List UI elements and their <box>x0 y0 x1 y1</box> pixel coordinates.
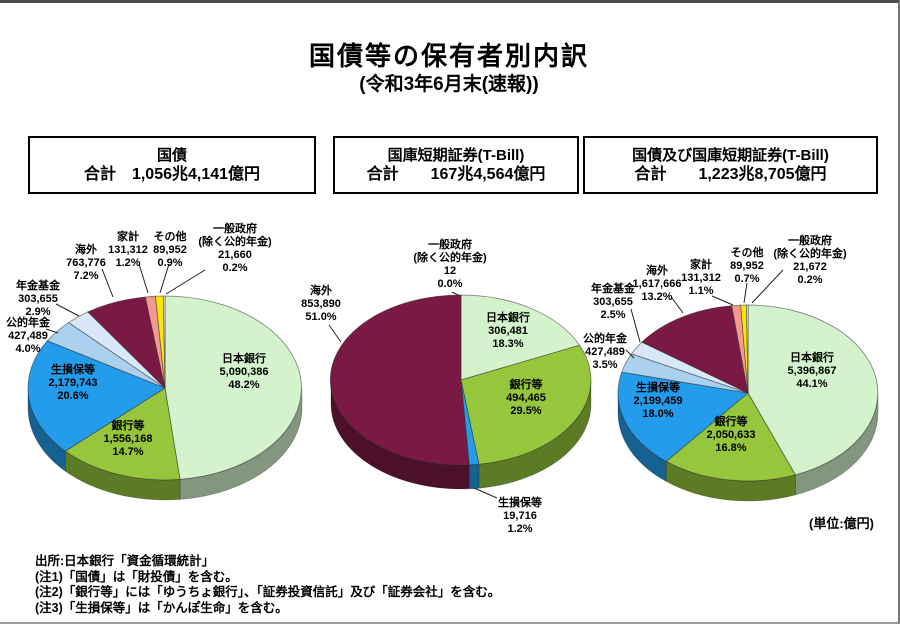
pie2-leader-line <box>473 487 498 499</box>
pie3-leader-line <box>671 297 684 314</box>
pie2-leader-line <box>451 291 461 297</box>
pie2-leader-line <box>328 324 342 343</box>
summary-box-tbill-title: 国庫短期証券(T-Bill) <box>387 146 525 164</box>
pie2-slice-0 <box>460 294 581 381</box>
pie1-leader-line <box>138 263 149 294</box>
summary-box-jgb-total: 合計 1,056兆4,141億円 <box>83 165 261 183</box>
pie1-slice-0 <box>164 295 302 480</box>
pie1-leader-line <box>159 263 170 294</box>
footnote-3: (注3)「生損保等」は「かんぽ生命」を含む。 <box>35 600 288 615</box>
pie3-slice-5 <box>641 305 749 394</box>
pie1-slice-1 <box>64 387 181 481</box>
pie3-leader-line <box>711 295 734 306</box>
page-subtitle: (令和3年6月末(速報)) <box>359 74 539 95</box>
pie1-leader-line <box>55 303 80 317</box>
pie3-slice-8 <box>745 304 749 394</box>
pie1-leader-line <box>165 269 206 295</box>
pie1-slice-2 <box>27 340 166 452</box>
pie2-slice-3 <box>329 294 470 466</box>
pie2-slice-1 <box>460 344 592 465</box>
summary-box-jgb-and-tbill: 国債及び国庫短期証券(T-Bill) 合計 1,223兆8,705億円 <box>583 136 878 194</box>
pie1-slice-8 <box>162 295 166 389</box>
summary-box-tbill: 国庫短期証券(T-Bill) 合計 167兆4,564億円 <box>333 136 579 194</box>
pie3-slice-1 <box>665 392 797 482</box>
pie-charts-canvas <box>27 263 879 502</box>
summary-box-jgb-and-tbill-total: 合計 1,223兆8,705億円 <box>634 165 827 183</box>
pie1-leader-line <box>101 268 114 298</box>
pie3-leader-line <box>625 349 635 359</box>
footnote-1: (注1)「国債」は「財投債」を含む。 <box>35 569 238 584</box>
summary-box-jgb-and-tbill-title: 国債及び国庫短期証券(T-Bill) <box>632 146 829 164</box>
pie3-leader-line <box>751 269 784 304</box>
pie3-leader-line <box>743 282 748 304</box>
pie3-leader-line <box>630 308 641 343</box>
pie3-slice-0 <box>747 304 879 476</box>
pie3-slice-2 <box>617 371 749 462</box>
summary-box-tbill-total: 合計 167兆4,564億円 <box>366 165 546 183</box>
source-note: 出所:日本銀行「資金循環統計」 <box>35 554 215 568</box>
page-title: 国債等の保有者別内訳 <box>308 41 589 71</box>
pie1-leader-line <box>45 328 59 334</box>
summary-box-jgb-title: 国債 <box>156 146 187 164</box>
pie2-side-2 <box>468 463 480 490</box>
unit-note: (単位:億円) <box>809 516 874 531</box>
footnotes: 出所:日本銀行「資金循環統計」 (注1)「国債」は「財投債」を含む。 (注2)「… <box>35 554 500 616</box>
summary-box-jgb: 国債 合計 1,056兆4,141億円 <box>28 136 316 194</box>
footnote-2: (注2)「銀行等」には「ゆうちょ銀行」、「証券投資信託」及び「証券会社」を含む。 <box>35 585 501 599</box>
